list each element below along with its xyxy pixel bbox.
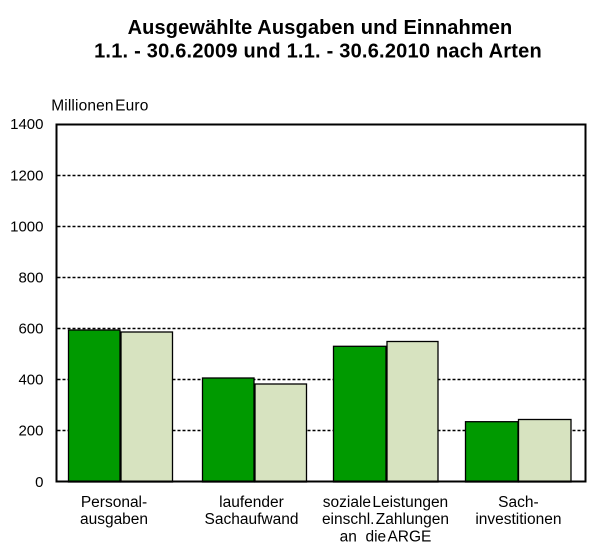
svg-text:ausgaben: ausgaben (80, 511, 148, 528)
svg-text:0: 0 (35, 474, 43, 491)
svg-text:1400: 1400 (10, 116, 43, 133)
svg-text:1000: 1000 (10, 219, 43, 236)
svg-text:1200: 1200 (10, 168, 43, 185)
svg-text:800: 800 (18, 270, 43, 287)
svg-text:Ausgewählte Ausgaben und Einna: Ausgewählte Ausgaben und Einnahmen (128, 17, 513, 39)
svg-text:Sachaufwand: Sachaufwand (205, 511, 299, 528)
svg-text:1.1. - 30.6.2009 und 1.1. - 30: 1.1. - 30.6.2009 und 1.1. - 30.6.2010 na… (94, 41, 542, 63)
svg-text:Personal-: Personal- (81, 494, 147, 511)
svg-text:Sach-: Sach- (498, 494, 539, 511)
svg-text:200: 200 (18, 423, 43, 440)
svg-text:einschl. Zahlungen: einschl. Zahlungen (322, 511, 449, 528)
svg-text:400: 400 (18, 372, 43, 389)
svg-text:Millionen Euro: Millionen Euro (51, 98, 148, 115)
svg-text:600: 600 (18, 321, 43, 338)
svg-text:investitionen: investitionen (475, 511, 561, 528)
svg-text:soziale Leistungen: soziale Leistungen (323, 494, 448, 511)
svg-text:laufender: laufender (219, 494, 284, 511)
svg-text:an die ARGE: an die ARGE (340, 528, 432, 545)
